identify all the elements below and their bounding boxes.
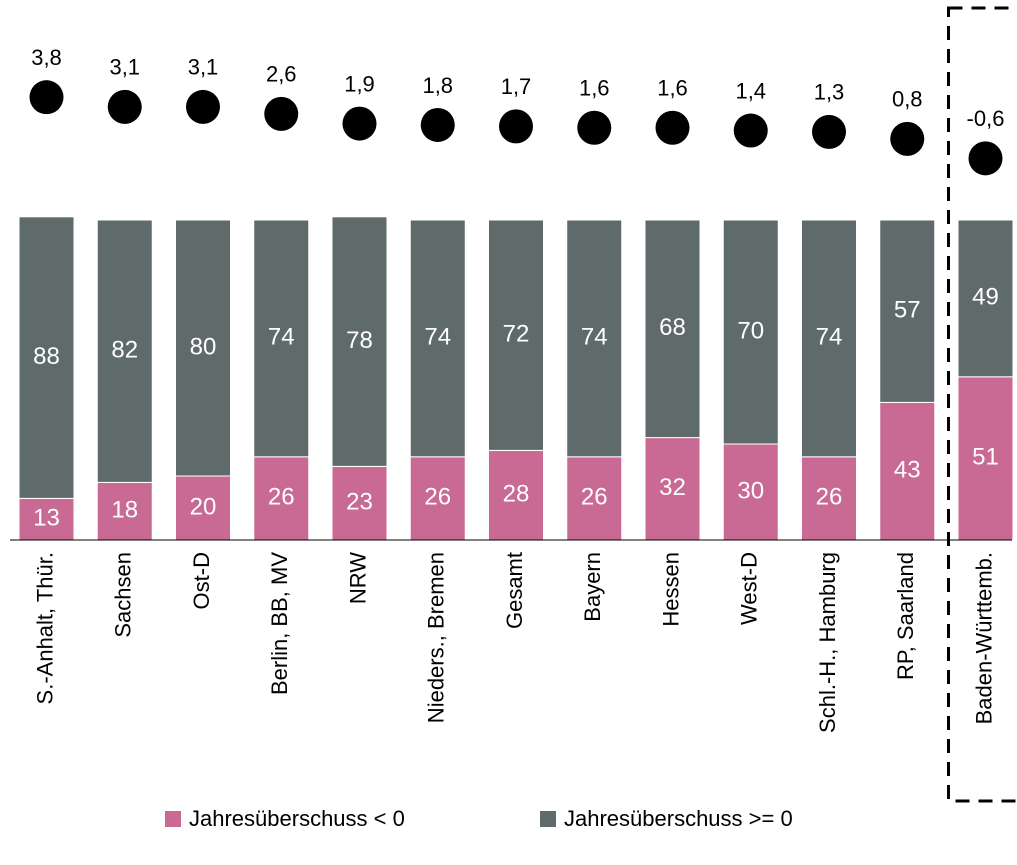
x-tick-label: Sachsen	[111, 552, 136, 638]
dot	[656, 111, 690, 145]
x-tick-label: Bayern	[580, 552, 605, 622]
dot	[969, 141, 1003, 175]
bar-value-label: 30	[737, 477, 764, 504]
bar-value-label: 26	[424, 484, 451, 511]
dot-label: 1,4	[735, 78, 766, 103]
bar-value-label: 51	[972, 444, 999, 471]
bar-value-label: 82	[111, 337, 138, 364]
dot	[343, 107, 377, 141]
dot	[186, 90, 220, 124]
bar-value-label: 26	[268, 484, 295, 511]
x-tick-label: Baden-Württemb.	[971, 552, 996, 724]
x-tick-label: West-D	[737, 552, 762, 625]
legend-swatch	[540, 811, 556, 827]
bar-value-label: 74	[581, 324, 608, 351]
dot-label: 1,8	[422, 73, 453, 98]
dot	[499, 109, 533, 143]
dot	[30, 80, 64, 114]
legend-label: Jahresüberschuss < 0	[189, 806, 405, 831]
bar-value-label: 80	[190, 333, 217, 360]
dot-label: 3,1	[188, 55, 219, 80]
bar-value-label: 20	[190, 493, 217, 520]
bar-value-label: 88	[33, 343, 60, 370]
dot-label: 3,8	[31, 45, 62, 70]
x-tick-label: Gesamt	[502, 552, 527, 629]
dot	[421, 108, 455, 142]
bar-value-label: 18	[111, 497, 138, 524]
x-tick-label: Hessen	[658, 552, 683, 627]
x-tick-label: NRW	[345, 552, 370, 604]
dot	[108, 90, 142, 124]
dot-label: 1,6	[657, 76, 688, 101]
dot-label: 1,7	[501, 74, 532, 99]
dot-label: 3,1	[109, 55, 140, 80]
x-tick-label: RP, Saarland	[893, 552, 918, 680]
dot-label: -0,6	[967, 106, 1005, 131]
x-tick-label: Ost-D	[189, 552, 214, 609]
dot	[812, 115, 846, 149]
bar-value-label: 13	[33, 505, 60, 532]
dot-label: 1,9	[344, 71, 375, 96]
bar-value-label: 74	[816, 324, 843, 351]
x-tick-label: Schl.-H., Hamburg	[815, 552, 840, 733]
bar-value-label: 23	[346, 489, 373, 516]
dot	[734, 114, 768, 148]
legend-swatch	[165, 811, 181, 827]
x-tick-label: Nieders., Bremen	[424, 552, 449, 723]
legend-label: Jahresüberschuss >= 0	[564, 806, 793, 831]
bar-value-label: 26	[816, 484, 843, 511]
dot	[890, 122, 924, 156]
bar-value-label: 68	[659, 314, 686, 341]
bar-value-label: 57	[894, 297, 921, 324]
bar-value-label: 28	[503, 481, 530, 508]
dot	[577, 111, 611, 145]
bar-value-label: 78	[346, 327, 373, 354]
bar-value-label: 74	[424, 324, 451, 351]
x-tick-label: S.-Anhalt, Thür.	[32, 552, 57, 704]
bar-value-label: 70	[737, 317, 764, 344]
dot	[264, 97, 298, 131]
bar-value-label: 32	[659, 474, 686, 501]
dot-label: 1,6	[579, 76, 610, 101]
bar-value-label: 72	[503, 321, 530, 348]
bar-value-label: 74	[268, 324, 295, 351]
dot-label: 0,8	[892, 87, 923, 112]
bar-value-label: 26	[581, 484, 608, 511]
bar-value-label: 49	[972, 284, 999, 311]
dot-label: 2,6	[266, 62, 297, 87]
x-tick-label: Berlin, BB, MV	[267, 552, 292, 695]
bar-value-label: 43	[894, 457, 921, 484]
dot-label: 1,3	[814, 80, 845, 105]
